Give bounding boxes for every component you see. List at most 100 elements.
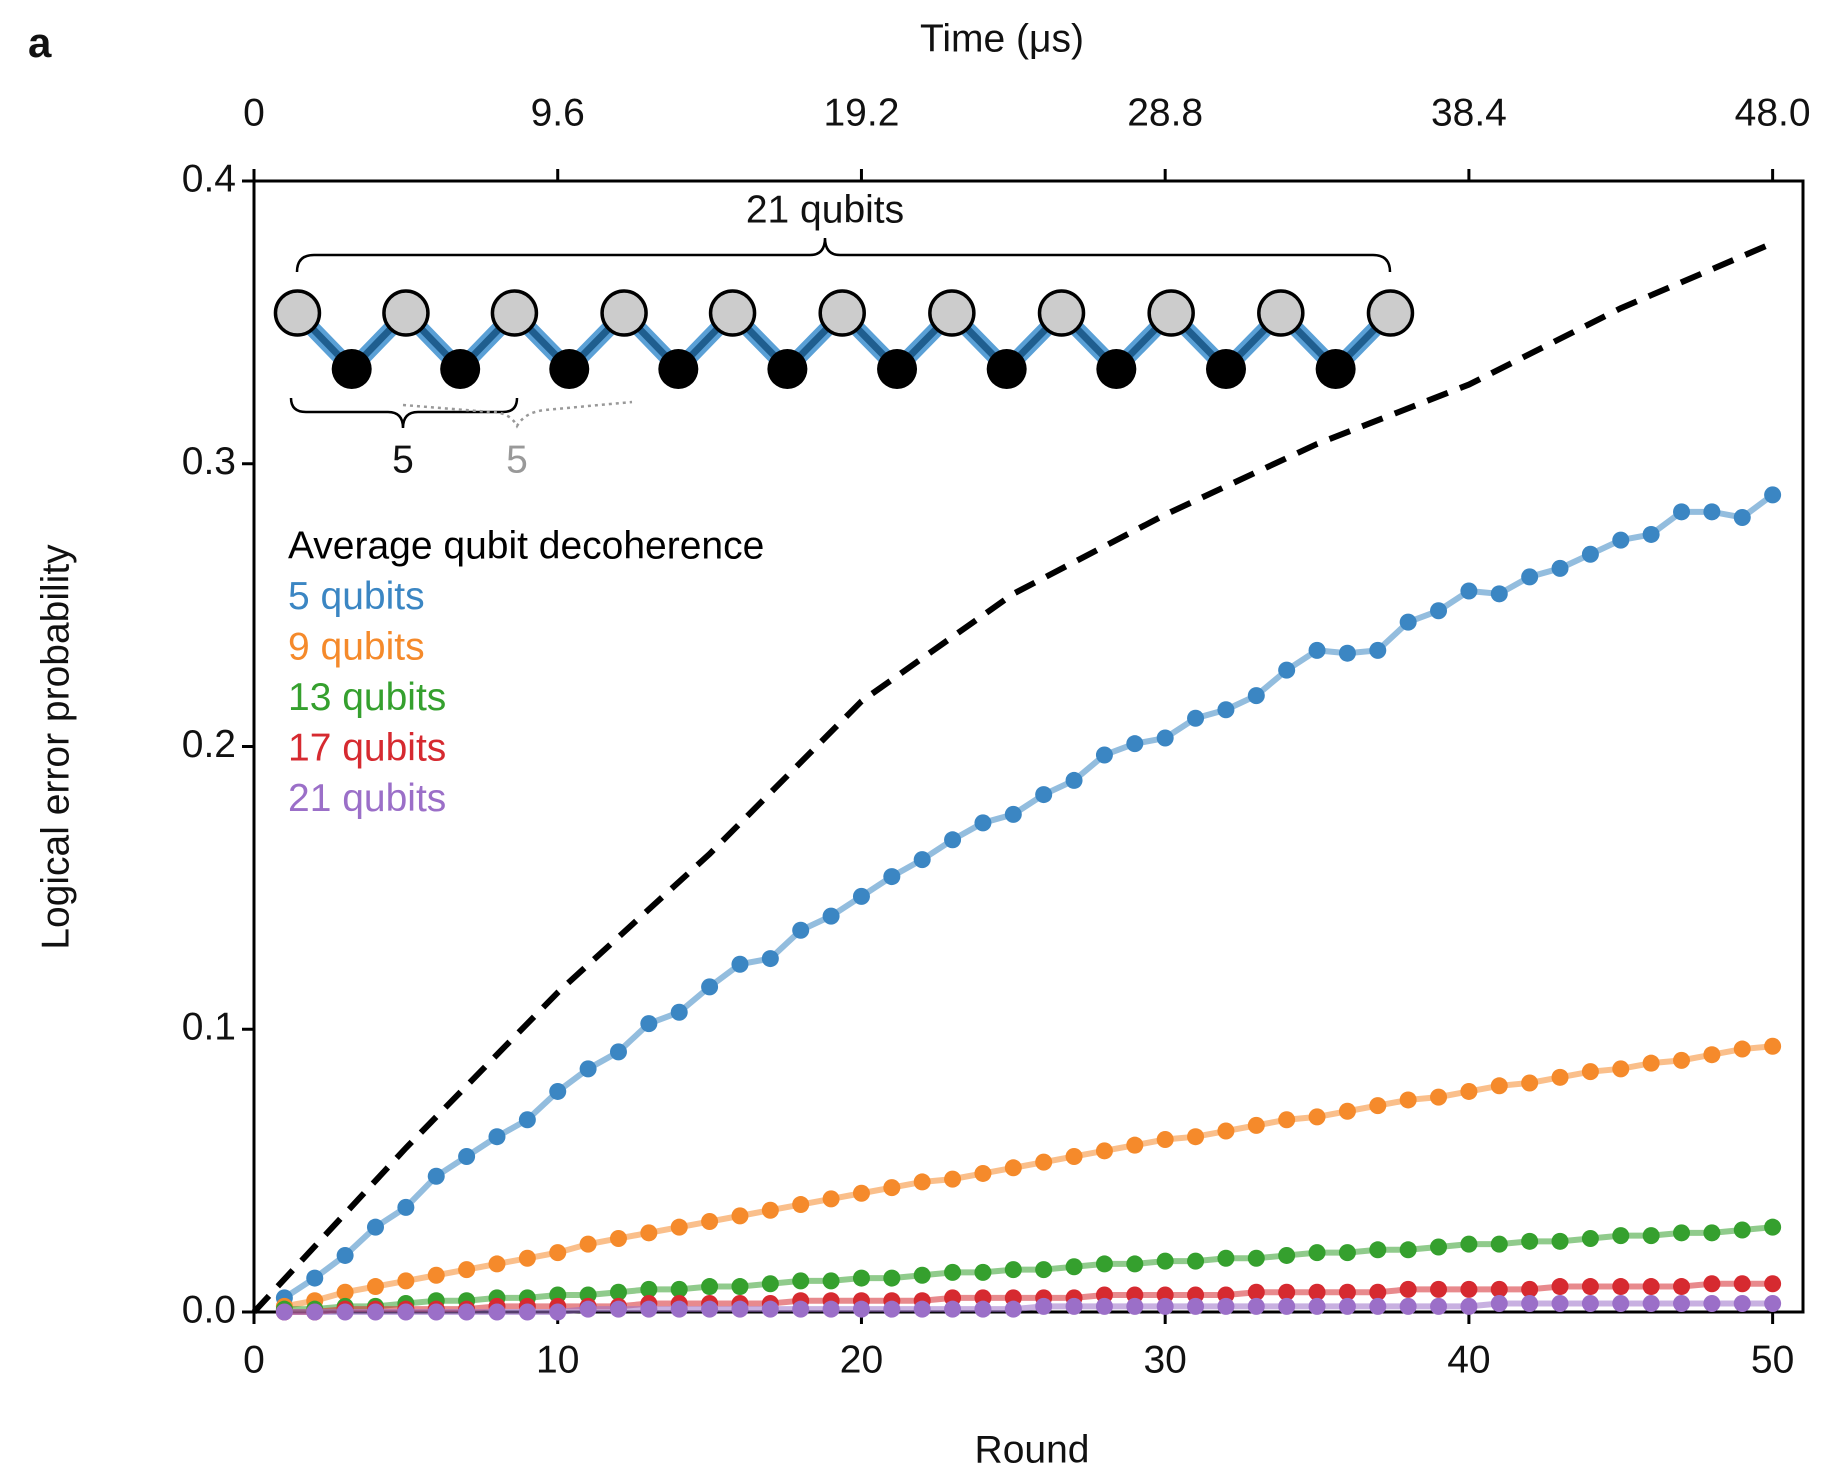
data-point [1247, 687, 1265, 705]
data-point [1521, 1295, 1539, 1313]
data-point [1733, 508, 1751, 526]
data-point [1764, 1218, 1782, 1236]
data-point [1247, 1116, 1265, 1134]
data-point [518, 1111, 536, 1129]
data-point [427, 1167, 445, 1185]
data-point [1095, 1255, 1113, 1273]
data-point [701, 1300, 719, 1318]
data-point [1369, 1241, 1387, 1259]
data-point [1460, 1082, 1478, 1100]
data-point [761, 1300, 779, 1318]
data-point [1338, 1283, 1356, 1301]
data-point [1764, 1295, 1782, 1313]
data-point [1551, 1295, 1569, 1313]
decoherence-line [251, 240, 1774, 1315]
data-point [1156, 729, 1174, 747]
legend-entry: 9 qubits [288, 625, 425, 668]
data-point [883, 1300, 901, 1318]
data-point [458, 1147, 476, 1165]
data-point [397, 1272, 415, 1290]
data-point [1703, 1046, 1721, 1064]
data-point [1642, 1278, 1660, 1296]
data-point [1369, 1297, 1387, 1315]
data-point [1521, 1074, 1539, 1092]
data-point [1004, 1300, 1022, 1318]
data-point [1490, 585, 1508, 603]
data-point [488, 1303, 506, 1321]
data-point [1065, 771, 1083, 789]
data-point [1521, 1280, 1539, 1298]
data-point [306, 1269, 324, 1287]
data-qubit [708, 289, 757, 337]
data-point [1642, 525, 1660, 543]
data-point [1612, 1227, 1630, 1245]
y-tick-label: 0.4 [182, 157, 236, 200]
data-point [1338, 1102, 1356, 1120]
data-point [306, 1303, 324, 1321]
y-axis-label: Logical error probability [34, 544, 77, 950]
data-point [913, 851, 931, 869]
data-point [1551, 1278, 1569, 1296]
data-point [1703, 1295, 1721, 1313]
x-tick-label: 10 [536, 1338, 579, 1381]
data-point [852, 1184, 870, 1202]
data-point [518, 1249, 536, 1267]
data-point [1612, 531, 1630, 549]
x-tick-label: 30 [1143, 1338, 1186, 1381]
data-point [579, 1235, 597, 1253]
data-point [761, 1275, 779, 1293]
data-point [1764, 486, 1782, 504]
legend-entry: 17 qubits [288, 726, 446, 769]
data-point [427, 1266, 445, 1284]
x2-tick-label: 28.8 [1127, 91, 1203, 134]
data-point [1217, 1122, 1235, 1140]
data-point [974, 814, 992, 832]
x2-tick-label: 0 [243, 91, 265, 134]
legend-entry: Average qubit decoherence [288, 524, 764, 567]
data-point [488, 1255, 506, 1273]
data-point [1217, 1249, 1235, 1267]
data-point [670, 1003, 688, 1021]
data-point [1126, 1136, 1144, 1154]
data-point [1399, 1241, 1417, 1259]
data-point [458, 1303, 476, 1321]
data-qubit [490, 289, 539, 337]
data-point [1278, 1283, 1296, 1301]
x-axis-label: Round [975, 1428, 1090, 1471]
x2-tick-label: 9.6 [531, 91, 585, 134]
data-point [1187, 709, 1205, 727]
data-point [1581, 1278, 1599, 1296]
data-point [336, 1303, 354, 1321]
data-qubit [273, 289, 322, 337]
data-point [852, 1269, 870, 1287]
data-point [1187, 1128, 1205, 1146]
data-point [883, 1179, 901, 1197]
data-point [670, 1300, 688, 1318]
data-qubit [818, 289, 866, 337]
data-point [1430, 1088, 1448, 1106]
data-point [1551, 1232, 1569, 1250]
data-point [336, 1283, 354, 1301]
data-point [1612, 1278, 1630, 1296]
data-point [1430, 1297, 1448, 1315]
data-point [852, 887, 870, 905]
panel-label: a [28, 19, 52, 66]
data-point [1490, 1280, 1508, 1298]
legend-entry: 13 qubits [288, 676, 446, 719]
data-point [518, 1303, 536, 1321]
data-point [944, 1263, 962, 1281]
data-point [1035, 1153, 1053, 1171]
data-point [1399, 1091, 1417, 1109]
data-point [1065, 1297, 1083, 1315]
data-point [1004, 1159, 1022, 1177]
data-point [1430, 602, 1448, 620]
data-point [1247, 1249, 1265, 1267]
data-point [913, 1173, 931, 1191]
data-point [1247, 1297, 1265, 1315]
fit-line [282, 492, 1775, 1301]
data-qubit [600, 289, 648, 337]
x2-tick-label: 19.2 [823, 91, 899, 134]
data-point [1399, 1280, 1417, 1298]
ancilla-qubit [1096, 349, 1137, 389]
data-point [1521, 568, 1539, 586]
